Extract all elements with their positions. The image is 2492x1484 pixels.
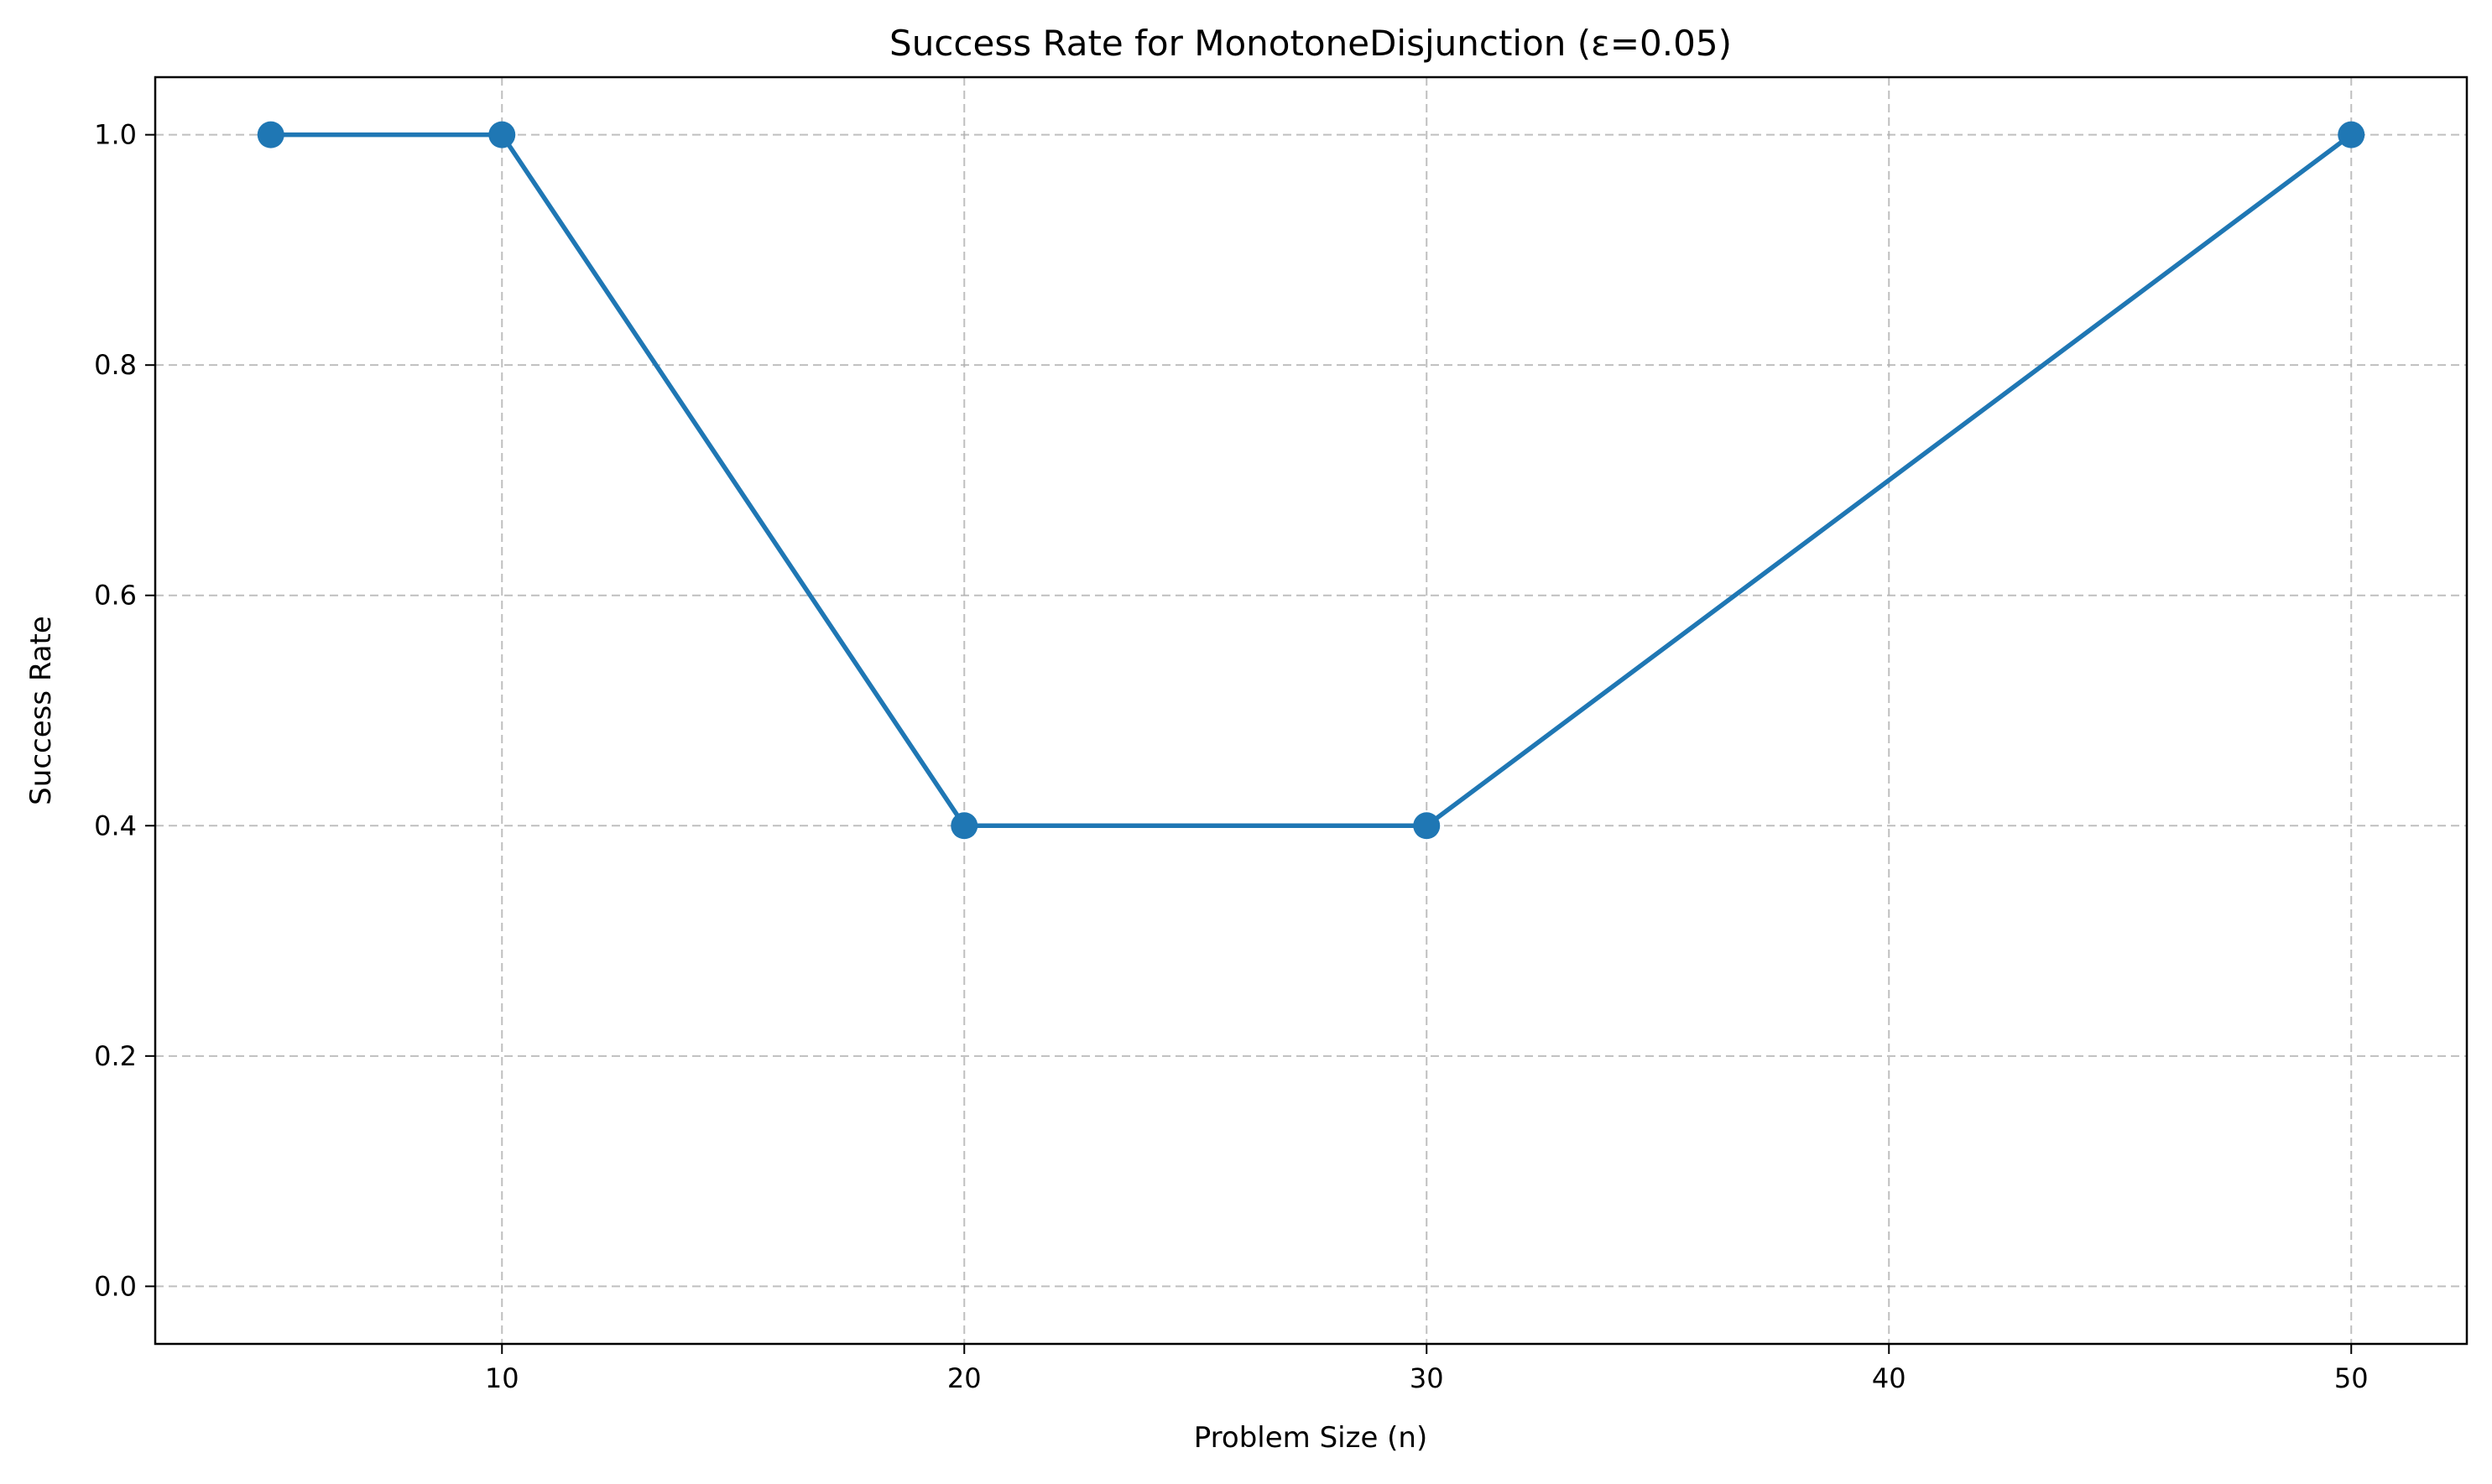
x-tick-label: 20 <box>947 1362 982 1394</box>
tick-layer: 10 20 30 40 50 0.0 0.2 0.4 0.6 0.8 1.0 <box>94 119 2369 1394</box>
plot-area-frame <box>154 76 2469 1346</box>
data-point <box>1413 812 1441 840</box>
y-tick-label: 0.0 <box>94 1270 137 1302</box>
series-layer <box>257 121 2365 840</box>
x-tick-label: 30 <box>1410 1362 1444 1394</box>
data-point <box>488 121 516 148</box>
series-line <box>268 132 2354 829</box>
data-point <box>951 812 978 840</box>
y-axis-label: Success Rate <box>24 616 58 805</box>
y-tick-label: 0.8 <box>94 349 137 381</box>
x-tick-label: 10 <box>485 1362 519 1394</box>
y-tick-label: 0.2 <box>94 1040 137 1072</box>
x-tick-label: 50 <box>2334 1362 2369 1394</box>
grid-layer <box>155 77 2467 1344</box>
y-tick-label: 1.0 <box>94 119 137 151</box>
data-point <box>2338 121 2365 148</box>
chart-title: Success Rate for MonotoneDisjunction (ε=… <box>889 23 1732 64</box>
data-point <box>257 121 284 148</box>
y-tick-label: 0.4 <box>94 810 137 841</box>
x-tick-label: 40 <box>1872 1362 1906 1394</box>
y-tick-label: 0.6 <box>94 580 137 612</box>
x-axis-label: Problem Size (n) <box>1194 1421 1428 1455</box>
